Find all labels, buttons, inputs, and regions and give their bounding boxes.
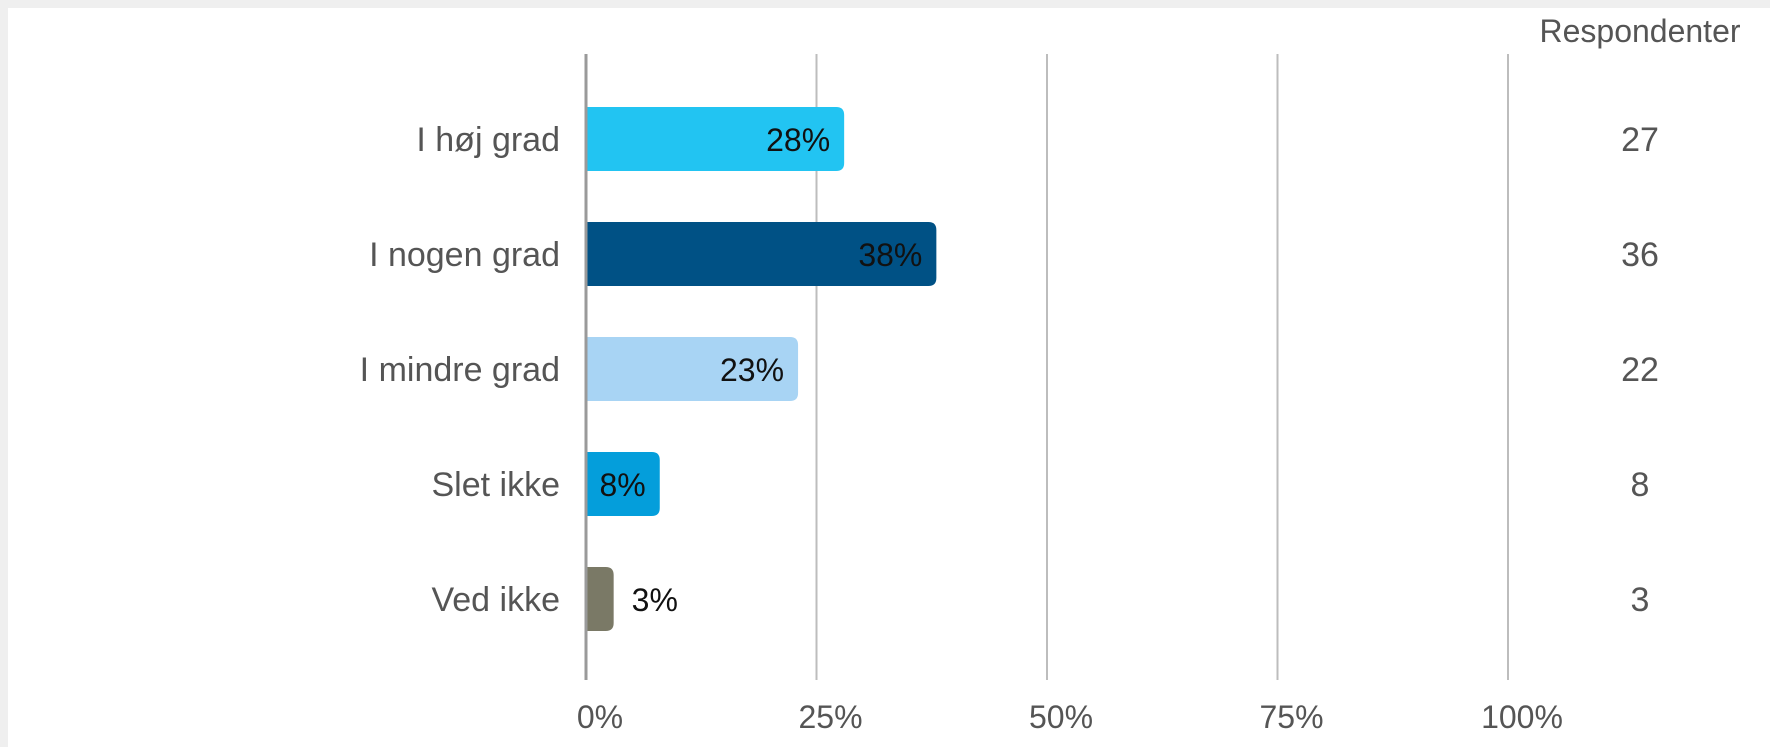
respondents-value: 27 xyxy=(1621,121,1659,159)
category-label: I nogen grad xyxy=(369,236,560,274)
category-labels: I høj grad I nogen grad I mindre grad Slet … xyxy=(360,121,560,619)
x-tick-label: 75% xyxy=(1259,699,1323,735)
bar-chart: 28% 38% 23% 8% 3% I høj grad I nogen grad I mi… xyxy=(360,13,1741,735)
category-label: I høj grad xyxy=(416,121,560,159)
category-label: Ved ikke xyxy=(431,581,560,619)
bar xyxy=(586,567,614,631)
x-tick-label: 50% xyxy=(1029,699,1093,735)
bar xyxy=(586,452,660,516)
bar-value-label: 23% xyxy=(720,352,784,388)
respondents-header: Respondenter xyxy=(1539,13,1740,49)
category-label: Slet ikke xyxy=(432,466,561,504)
x-tick-label: 0% xyxy=(577,699,623,735)
respondents-value: 8 xyxy=(1631,466,1650,504)
respondents-value: 22 xyxy=(1621,351,1659,389)
x-tick-label: 25% xyxy=(798,699,862,735)
bar-value-label: 38% xyxy=(858,237,922,273)
x-tick-labels: 0% 25% 50% 75% 100% xyxy=(577,699,1563,735)
respondents-value: 36 xyxy=(1621,236,1659,274)
bar xyxy=(586,337,799,401)
gridlines xyxy=(815,54,1509,680)
bar-value-label: 3% xyxy=(632,582,678,618)
bars: 28% 38% 23% 8% 3% xyxy=(586,107,937,631)
respondents-column: 27 36 22 8 3 xyxy=(1621,121,1659,619)
bar xyxy=(586,107,845,171)
bar-value-label: 28% xyxy=(766,122,830,158)
bar xyxy=(586,222,937,286)
respondents-value: 3 xyxy=(1631,581,1650,619)
x-tick-label: 100% xyxy=(1481,699,1563,735)
chart-panel: 28% 38% 23% 8% 3% I høj grad I nogen grad I mi… xyxy=(8,8,1770,747)
category-label: I mindre grad xyxy=(360,351,560,389)
bar-value-label: 8% xyxy=(600,467,646,503)
